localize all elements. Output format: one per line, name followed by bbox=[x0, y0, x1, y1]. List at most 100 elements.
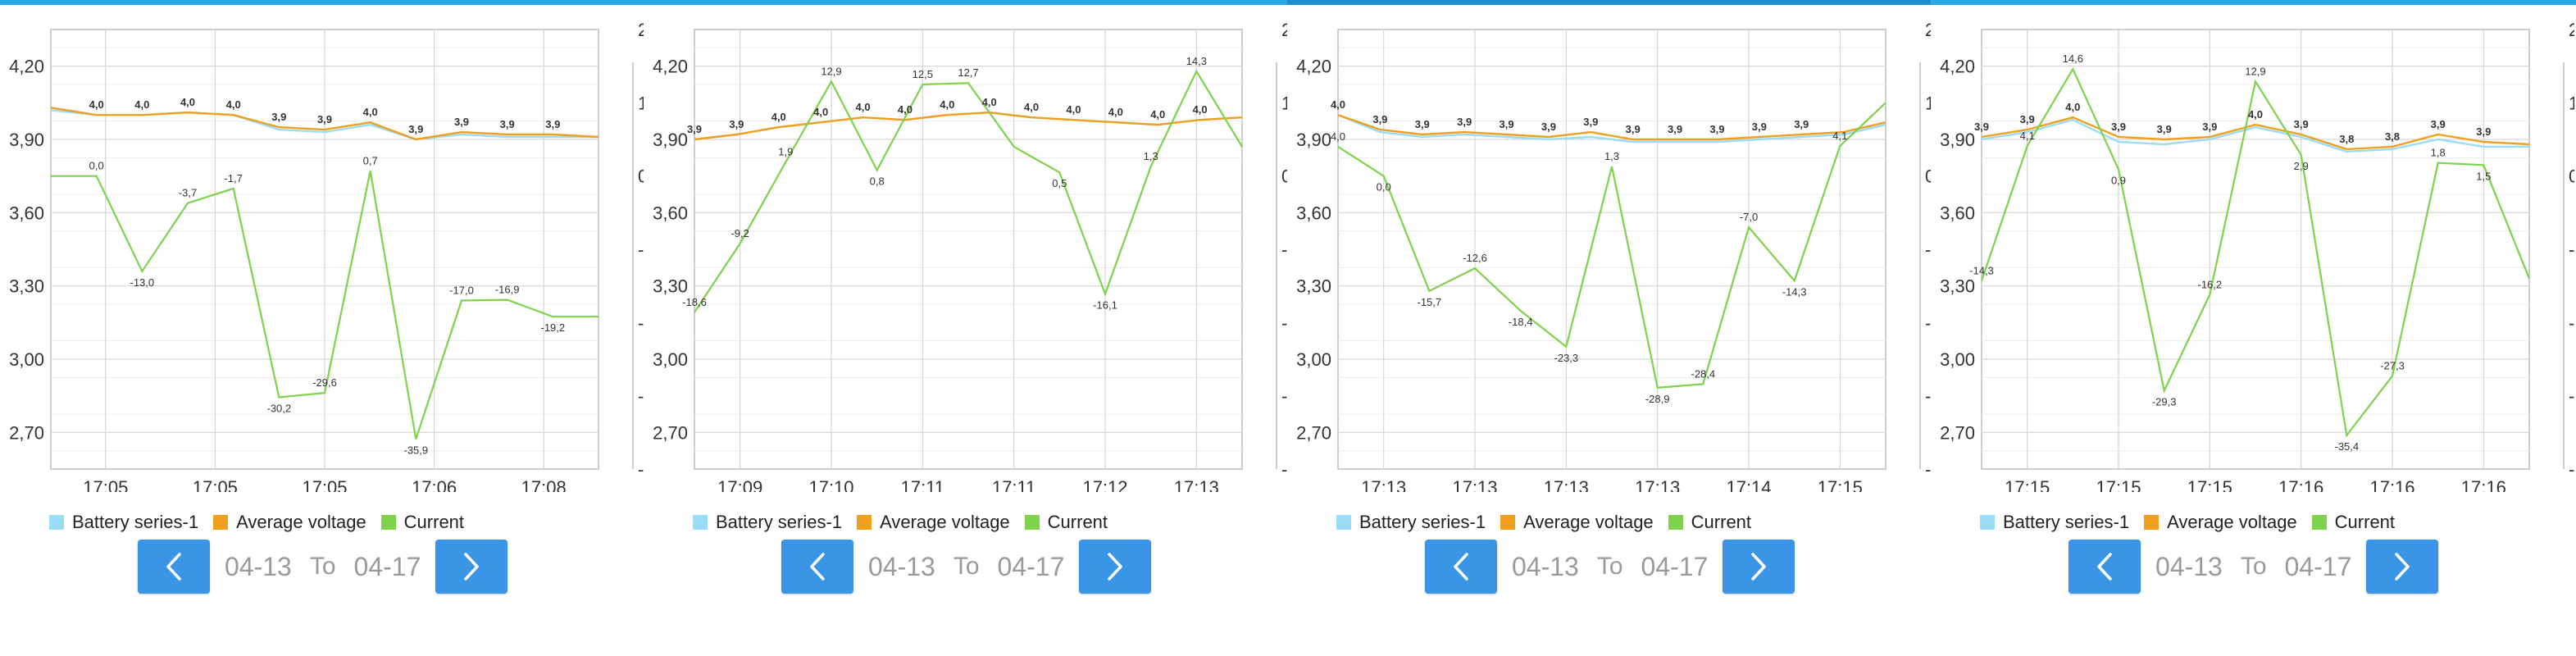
next-range-button[interactable] bbox=[2366, 540, 2439, 594]
y-right-tick: -10 bbox=[1925, 239, 1931, 260]
date-from[interactable]: 04-13 bbox=[225, 551, 292, 581]
date-to[interactable]: 04-17 bbox=[2284, 551, 2352, 581]
date-from[interactable]: 04-13 bbox=[1512, 551, 1579, 581]
legend-swatch bbox=[1336, 515, 1351, 530]
date-to[interactable]: 04-17 bbox=[1641, 551, 1709, 581]
data-label-current: -29,3 bbox=[2152, 395, 2177, 408]
legend-swatch bbox=[1024, 515, 1040, 530]
next-range-button[interactable] bbox=[1723, 540, 1795, 594]
data-label-current: 0,8 bbox=[870, 175, 885, 188]
date-from[interactable]: 04-13 bbox=[868, 551, 935, 581]
data-label-voltage: 3,9 bbox=[2476, 125, 2491, 138]
legend-swatch bbox=[2311, 515, 2327, 530]
line-chart: 4,20 3,90 3,60 3,30 3,00 2,70 20 10 0 -10 -20 -30 -4… bbox=[653, 20, 1287, 492]
y-left-tick: 3,60 bbox=[1940, 203, 1975, 223]
y-left-tick: 3,00 bbox=[653, 349, 688, 370]
y-right-tick: -30 bbox=[1281, 386, 1287, 407]
data-label-current: 4,0 bbox=[1331, 130, 1345, 143]
chevron-left-icon bbox=[810, 553, 825, 581]
series-line bbox=[1337, 102, 1886, 389]
next-range-button[interactable] bbox=[1079, 540, 1152, 594]
data-label-voltage: 4,0 bbox=[1108, 106, 1123, 118]
y-left-tick: 2,70 bbox=[1940, 422, 1975, 443]
data-label-voltage: 3,9 bbox=[317, 113, 332, 125]
date-to[interactable]: 04-17 bbox=[997, 551, 1065, 581]
series-line bbox=[1337, 114, 1886, 144]
legend-item-average: Average voltage bbox=[2144, 512, 2297, 533]
data-label-voltage: 3,9 bbox=[687, 123, 702, 135]
data-label-voltage: 4,0 bbox=[1193, 103, 1208, 116]
chart-panel: 4,20 3,90 3,60 3,30 3,00 2,70 20 10 0 -10 -20 -30 -4… bbox=[1287, 0, 1931, 656]
x-tick: 17:15 bbox=[2005, 477, 2050, 492]
data-label-voltage: 4,0 bbox=[855, 101, 870, 113]
data-label-current: 0,0 bbox=[1377, 181, 1391, 194]
legend-swatch bbox=[49, 515, 64, 530]
chevron-left-icon bbox=[1454, 553, 1468, 581]
data-label-voltage: 3,9 bbox=[1583, 116, 1598, 128]
legend-swatch bbox=[1980, 515, 1995, 530]
data-label-current: -29,6 bbox=[312, 376, 337, 389]
prev-range-button[interactable] bbox=[1425, 540, 1497, 594]
date-to-label: To bbox=[953, 553, 980, 580]
data-label-voltage: 4,0 bbox=[134, 98, 149, 111]
prev-range-button[interactable] bbox=[138, 540, 210, 594]
y-right-tick: 20 bbox=[2569, 20, 2574, 40]
legend-item-current: Current bbox=[2311, 512, 2395, 533]
next-range-button[interactable] bbox=[435, 540, 508, 594]
y-right-tick: -10 bbox=[638, 239, 644, 260]
active-page-indicator bbox=[1287, 0, 1931, 5]
data-label-current: 12,9 bbox=[821, 65, 841, 77]
y-right-tick: 20 bbox=[1925, 20, 1931, 40]
date-to[interactable]: 04-17 bbox=[353, 551, 421, 581]
data-label-voltage: 3,9 bbox=[1752, 121, 1767, 133]
x-tick: 17:16 bbox=[2461, 477, 2506, 492]
date-to-label: To bbox=[1596, 553, 1623, 580]
data-label-voltage: 3,9 bbox=[2202, 121, 2217, 133]
series-line bbox=[1981, 116, 2530, 151]
data-label-voltage: 4,0 bbox=[2248, 108, 2263, 121]
series-line bbox=[694, 111, 1243, 141]
prev-range-button[interactable] bbox=[781, 540, 853, 594]
y-left-tick: 4,20 bbox=[653, 57, 688, 77]
date-from[interactable]: 04-13 bbox=[2155, 551, 2223, 581]
y-left-tick: 3,30 bbox=[653, 276, 688, 297]
data-label-voltage: 3,9 bbox=[2020, 113, 2035, 125]
data-label-voltage: 3,9 bbox=[2294, 118, 2309, 130]
series-line bbox=[1980, 66, 2531, 438]
y-left-tick: 3,90 bbox=[1296, 130, 1331, 150]
data-label-voltage: 4,0 bbox=[982, 96, 997, 108]
legend-label: Current bbox=[1047, 512, 1108, 532]
y-left-tick: 2,70 bbox=[1296, 422, 1331, 443]
data-label-voltage: 3,9 bbox=[500, 118, 515, 130]
chevron-left-icon bbox=[2097, 553, 2112, 581]
y-left-tick: 3,60 bbox=[9, 203, 44, 223]
y-left-tick: 2,70 bbox=[9, 422, 44, 443]
data-label-current: -9,2 bbox=[730, 227, 749, 239]
data-label-voltage: 4,0 bbox=[89, 98, 104, 111]
data-label-voltage: 4,0 bbox=[1150, 108, 1165, 121]
data-label-voltage: 3,9 bbox=[1668, 123, 1682, 135]
y-right-tick: -20 bbox=[638, 312, 644, 333]
data-label-voltage: 3,9 bbox=[271, 111, 286, 123]
data-label-current: -27,3 bbox=[2380, 360, 2405, 372]
data-label-current: 0,5 bbox=[1052, 177, 1067, 189]
x-tick: 17:08 bbox=[521, 477, 567, 492]
x-tick: 17:14 bbox=[1726, 477, 1771, 492]
legend-label: Average voltage bbox=[2167, 512, 2297, 532]
y-right-tick: -10 bbox=[1281, 239, 1287, 260]
prev-range-button[interactable] bbox=[2069, 540, 2141, 594]
plot-frame bbox=[694, 29, 1243, 470]
x-tick: 17:13 bbox=[1544, 477, 1589, 492]
x-tick: 17:15 bbox=[2096, 477, 2141, 492]
data-label-voltage: 3,9 bbox=[2431, 118, 2446, 130]
data-label-voltage: 3,9 bbox=[545, 118, 560, 130]
data-label-current: 12,7 bbox=[958, 66, 978, 79]
data-label-current: 4,1 bbox=[1832, 130, 1847, 142]
y-left-tick: 3,30 bbox=[1940, 276, 1975, 297]
data-label-voltage: 4,0 bbox=[363, 106, 378, 118]
data-label-voltage: 3,9 bbox=[1499, 118, 1513, 130]
y-right-tick: -20 bbox=[1281, 312, 1287, 333]
x-tick: 17:13 bbox=[1174, 477, 1219, 492]
legend-item-battery: Battery series-1 bbox=[49, 512, 198, 533]
